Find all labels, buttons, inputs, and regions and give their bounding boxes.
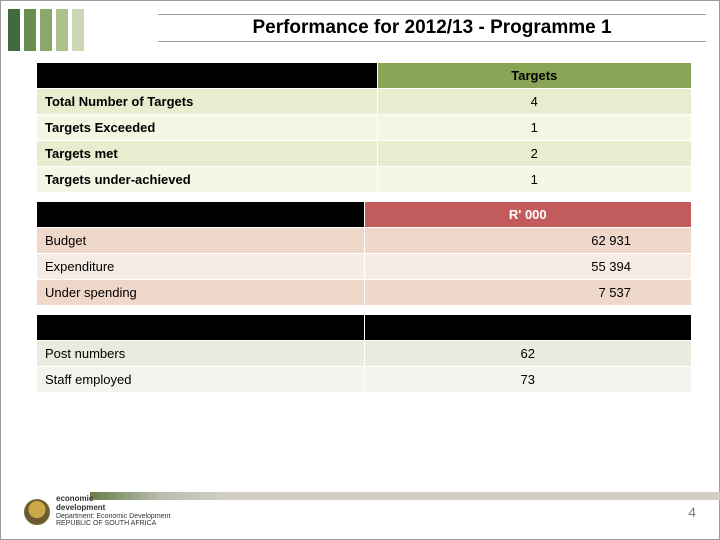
targets-header-cell: Targets xyxy=(377,63,691,89)
blank-header-cell xyxy=(364,315,692,341)
crest-icon xyxy=(24,499,50,525)
row-label: Post numbers xyxy=(37,341,365,367)
targets-table: Targets Total Number of Targets4Targets … xyxy=(36,62,692,193)
table-row: Expenditure55 394 xyxy=(37,254,692,280)
slide-title: Performance for 2012/13 - Programme 1 xyxy=(252,17,611,39)
row-label: Targets met xyxy=(37,141,378,167)
financial-table: R' 000 Budget62 931Expenditure55 394Unde… xyxy=(36,201,692,306)
row-value: 62 931 xyxy=(364,228,692,254)
row-value: 55 394 xyxy=(364,254,692,280)
table-row: Staff employed73 xyxy=(37,367,692,393)
header-bar xyxy=(8,9,20,51)
row-label: Budget xyxy=(37,228,365,254)
header-bar xyxy=(40,9,52,51)
row-label: Under spending xyxy=(37,280,365,306)
header-bars xyxy=(0,9,88,51)
row-value: 1 xyxy=(377,167,691,193)
blank-header-cell xyxy=(37,202,365,228)
table-row: Under spending7 537 xyxy=(37,280,692,306)
footer-seg xyxy=(230,492,720,500)
header-bar xyxy=(24,9,36,51)
table-header-row: Targets xyxy=(37,63,692,89)
row-label: Expenditure xyxy=(37,254,365,280)
row-label: Staff employed xyxy=(37,367,365,393)
table-row: Targets under-achieved1 xyxy=(37,167,692,193)
table-row: Budget62 931 xyxy=(37,228,692,254)
blank-header-cell xyxy=(37,63,378,89)
table-row: Post numbers62 xyxy=(37,341,692,367)
footer-seg xyxy=(160,492,230,500)
financial-header-cell: R' 000 xyxy=(364,202,692,228)
table-row: Targets Exceeded1 xyxy=(37,115,692,141)
table-row: Total Number of Targets4 xyxy=(37,89,692,115)
staff-table: Post numbers62Staff employed73 xyxy=(36,314,692,393)
row-value: 4 xyxy=(377,89,691,115)
row-label: Total Number of Targets xyxy=(37,89,378,115)
row-value: 73 xyxy=(364,367,692,393)
header-bar xyxy=(56,9,68,51)
page-number: 4 xyxy=(688,504,696,520)
dept-text: economic development Department: Economi… xyxy=(56,495,170,528)
footer-logo: economic development Department: Economi… xyxy=(24,495,170,528)
header-bar xyxy=(72,9,84,51)
row-label: Targets Exceeded xyxy=(37,115,378,141)
table-header-row: R' 000 xyxy=(37,202,692,228)
row-value: 62 xyxy=(364,341,692,367)
table-row: Targets met2 xyxy=(37,141,692,167)
row-value: 2 xyxy=(377,141,691,167)
blank-header-cell xyxy=(37,315,365,341)
row-value: 1 xyxy=(377,115,691,141)
slide-body: Targets Total Number of Targets4Targets … xyxy=(36,62,692,393)
slide-title-bar: Performance for 2012/13 - Programme 1 xyxy=(158,14,706,42)
row-value: 7 537 xyxy=(364,280,692,306)
table-header-row xyxy=(37,315,692,341)
row-label: Targets under-achieved xyxy=(37,167,378,193)
